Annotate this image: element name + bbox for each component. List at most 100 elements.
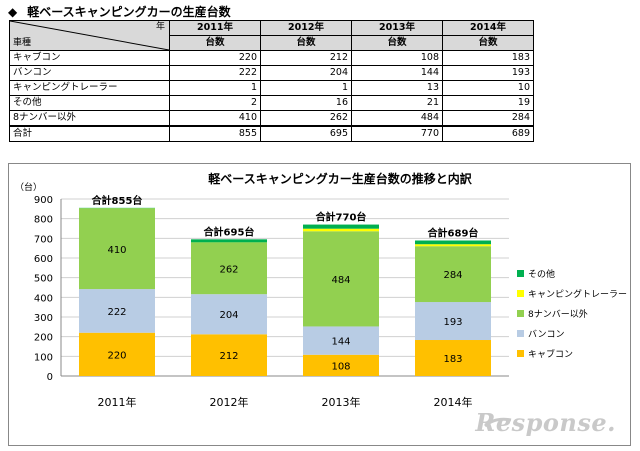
- bar-segment: [79, 208, 155, 290]
- table-cell: 284: [442, 110, 534, 127]
- table-row: その他 2 16 21 19: [9, 95, 534, 111]
- table-cell: 10: [442, 80, 534, 96]
- corner-year-label: 年: [155, 22, 165, 32]
- table-cell: 1: [260, 80, 352, 96]
- unit-header: 台数: [169, 35, 261, 51]
- total-label: 合計689台: [427, 226, 479, 239]
- data-label: 212: [219, 351, 238, 362]
- data-label: 193: [443, 317, 462, 328]
- response-watermark-logo: Response.: [475, 408, 616, 437]
- bar-segment: [303, 224, 379, 229]
- table-cell: 16: [260, 95, 352, 111]
- table-cell: 108: [351, 50, 443, 66]
- legend-label: バンコン: [528, 329, 564, 340]
- legend-swatch: [517, 330, 524, 337]
- table-cell: 262: [260, 110, 352, 127]
- y-tick-label: 900: [34, 195, 53, 206]
- total-cell: 855: [169, 125, 261, 142]
- table-cell: 220: [169, 50, 261, 66]
- page-heading: ◆ 軽ベースキャンピングカーの生産台数: [8, 3, 231, 20]
- data-label: 183: [443, 354, 462, 365]
- x-tick-label: 2014年: [434, 395, 473, 409]
- y-tick-label: 600: [34, 254, 53, 265]
- bar-segment: [191, 239, 267, 243]
- y-tick-label: 400: [34, 293, 53, 304]
- table-cell: 144: [351, 65, 443, 81]
- chart-panel: 軽ベースキャンピングカー生産台数の推移と内訳 （台） 0 100 200 300 400 50…: [8, 163, 631, 446]
- total-label: 合計695台: [203, 225, 255, 238]
- data-label: 262: [219, 264, 238, 275]
- row-label: 合計: [9, 125, 170, 142]
- bar-segment: [303, 326, 379, 355]
- bar-segment: [303, 228, 379, 232]
- bar-segment: [303, 354, 379, 376]
- total-cell: 770: [351, 125, 443, 142]
- table-cell: 204: [260, 65, 352, 81]
- bar-segment: [415, 246, 491, 303]
- unit-header: 台数: [260, 35, 352, 51]
- y-tick-label: 800: [34, 215, 53, 226]
- total-label: 合計770台: [315, 211, 367, 224]
- table-cell: 484: [351, 110, 443, 127]
- chart-title: 軽ベースキャンピングカー生産台数の推移と内訳: [208, 171, 472, 186]
- table-row: キャブコン 220 212 108 183: [9, 50, 534, 66]
- total-label: 合計855台: [91, 194, 143, 207]
- data-label: 204: [219, 310, 238, 321]
- y-tick-label: 700: [34, 234, 53, 245]
- table-cell: 21: [351, 95, 443, 111]
- table-cell: 19: [442, 95, 534, 111]
- table-cell: 222: [169, 65, 261, 81]
- x-tick-label: 2012年: [210, 395, 249, 409]
- bar-segment: [79, 332, 155, 376]
- legend-swatch: [517, 350, 524, 357]
- y-axis-unit-label: （台）: [15, 181, 42, 193]
- unit-header: 台数: [351, 35, 443, 51]
- bar-segment: [191, 334, 267, 376]
- y-tick-label: 200: [34, 333, 53, 344]
- x-tick-label: 2011年: [98, 395, 137, 409]
- year-header: 2011年: [169, 20, 261, 36]
- bar-segment: [191, 242, 267, 295]
- table-cell: 212: [260, 50, 352, 66]
- y-tick-label: 100: [34, 352, 53, 363]
- data-label: 220: [107, 350, 126, 361]
- y-tick-label: 0: [47, 372, 53, 383]
- table-cell: 410: [169, 110, 261, 127]
- row-label: その他: [9, 95, 170, 111]
- data-label: 410: [107, 245, 126, 256]
- stacked-bar-chart: 軽ベースキャンピングカー生産台数の推移と内訳 （台） 0 100 200 300 400 50…: [15, 171, 627, 409]
- legend-label: キャブコン: [528, 348, 573, 360]
- table-header-row: 年 車種 2011年 2012年 2013年 2014年: [9, 20, 534, 51]
- total-cell: 695: [260, 125, 352, 142]
- corner-diagonal: [10, 21, 169, 50]
- table-row: キャンピングトレーラー 1 1 13 10: [9, 80, 534, 96]
- heading-title: 軽ベースキャンピングカーの生産台数: [27, 5, 231, 19]
- table-corner-cell: 年 車種: [9, 20, 170, 51]
- production-table: 年 車種 2011年 2012年 2013年 2014年 台数 台数 台数 台数…: [9, 20, 534, 142]
- total-cell: 689: [442, 125, 534, 142]
- response-swoosh-icon: [483, 417, 512, 428]
- year-header: 2014年: [442, 20, 534, 36]
- row-label: キャブコン: [9, 50, 170, 66]
- table-cell: 183: [442, 50, 534, 66]
- table-row: バンコン 222 204 144 193: [9, 65, 534, 81]
- bar-segment: [415, 240, 491, 245]
- y-tick-label: 300: [34, 313, 53, 324]
- corner-kind-label: 車種: [13, 38, 32, 48]
- legend-label: その他: [528, 268, 555, 280]
- row-label: バンコン: [9, 65, 170, 81]
- table-cell: 1: [169, 80, 261, 96]
- bar-segment: [415, 244, 491, 247]
- table-cell: 193: [442, 65, 534, 81]
- bar-segment: [415, 340, 491, 376]
- data-label: 144: [331, 337, 350, 348]
- diamond-icon: ◆: [8, 5, 18, 19]
- bar-segment: [415, 302, 491, 341]
- year-header: 2013年: [351, 20, 443, 36]
- table-total-row: 合計 855 695 770 689: [9, 125, 534, 142]
- data-label: 284: [443, 270, 462, 281]
- bar-segment: [303, 231, 379, 327]
- bar-segment: [191, 294, 267, 335]
- legend-swatch: [517, 310, 524, 317]
- table-cell: 13: [351, 80, 443, 96]
